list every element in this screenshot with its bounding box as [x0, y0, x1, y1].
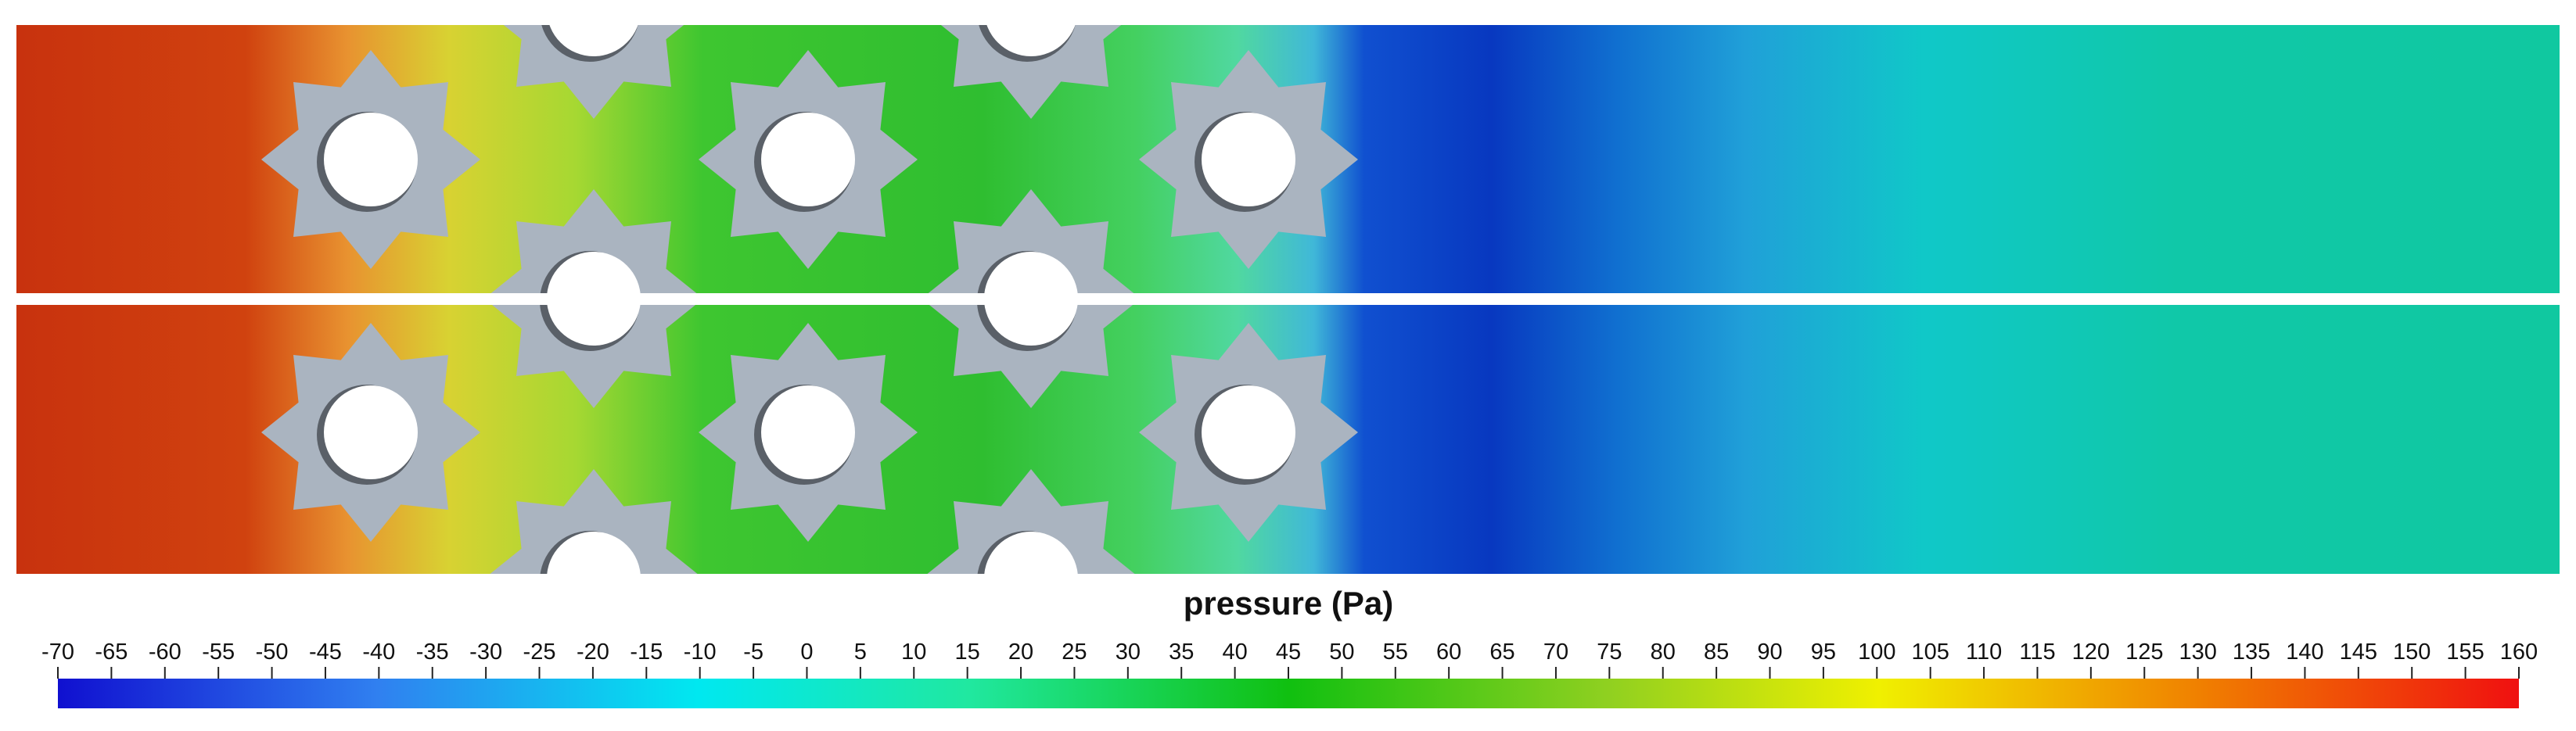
- tick-label: 35: [1169, 640, 1194, 665]
- tick-label: -30: [469, 640, 502, 665]
- tick-label: 65: [1489, 640, 1514, 665]
- tick-label: 155: [2446, 640, 2484, 665]
- tick-label: -50: [256, 640, 289, 665]
- tick-label: 125: [2125, 640, 2163, 665]
- tick-label: 145: [2340, 640, 2377, 665]
- tick-label: 25: [1062, 640, 1087, 665]
- colorbar-title: pressure (Pa): [1184, 585, 1393, 622]
- tick-label: -35: [416, 640, 449, 665]
- tick-label: 20: [1008, 640, 1033, 665]
- tick-label: 150: [2393, 640, 2430, 665]
- tick-label: -65: [95, 640, 128, 665]
- tick-label: 130: [2179, 640, 2216, 665]
- tick-label: 105: [1912, 640, 1949, 665]
- tick-label: 135: [2233, 640, 2270, 665]
- top-panel: [16, 25, 2560, 293]
- tick-label: -15: [630, 640, 663, 665]
- tick-label: -70: [41, 640, 74, 665]
- bottom-panel: [16, 305, 2560, 574]
- tick-label: 75: [1597, 640, 1622, 665]
- tick-label: 160: [2500, 640, 2538, 665]
- tick-label: 115: [2019, 640, 2055, 665]
- tick-label: 70: [1543, 640, 1568, 665]
- tick-label: 0: [800, 640, 813, 665]
- tick-label: 120: [2072, 640, 2110, 665]
- tick-label: -55: [202, 640, 235, 665]
- tick-label: 30: [1116, 640, 1141, 665]
- tick-label: 60: [1436, 640, 1461, 665]
- colorbar-ticks: -70 -65 -60 -55 -50 -45 -40 -35 -30 -25 -20 -15 -10-…: [41, 640, 2538, 679]
- tick-label: 50: [1329, 640, 1354, 665]
- tick-label: 40: [1222, 640, 1247, 665]
- tick-label: 90: [1757, 640, 1782, 665]
- tick-label: 15: [955, 640, 980, 665]
- tick-label: -10: [684, 640, 717, 665]
- tick-label: 95: [1811, 640, 1836, 665]
- tick-label: -20: [577, 640, 609, 665]
- tick-label: 80: [1651, 640, 1676, 665]
- tick-label: -60: [149, 640, 181, 665]
- tick-label: -40: [362, 640, 395, 665]
- tick-label: 5: [854, 640, 867, 665]
- tick-label: 45: [1276, 640, 1301, 665]
- tick-label: -45: [309, 640, 342, 665]
- tick-label: 85: [1704, 640, 1729, 665]
- tick-label: 110: [1966, 640, 2002, 665]
- tick-label: 140: [2286, 640, 2323, 665]
- tick-label: -5: [743, 640, 763, 665]
- tick-label: 10: [901, 640, 926, 665]
- tick-label: 100: [1858, 640, 1895, 665]
- tick-label: -25: [523, 640, 556, 665]
- colorbar: [58, 679, 2519, 708]
- tick-label: 55: [1383, 640, 1408, 665]
